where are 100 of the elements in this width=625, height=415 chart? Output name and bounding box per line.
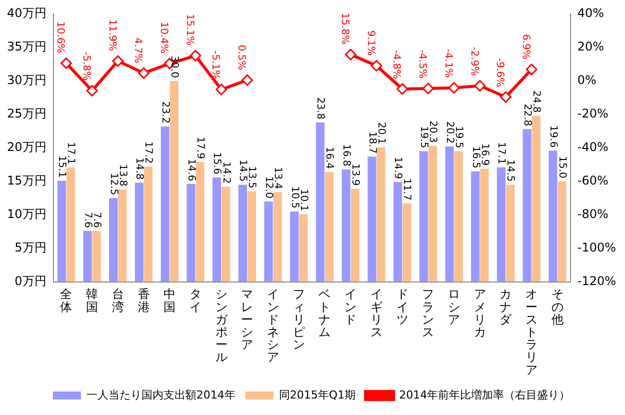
- bar: [428, 146, 437, 282]
- data-label: 9.1%: [364, 30, 376, 56]
- data-label: 14.6: [185, 158, 196, 182]
- data-label: 14.5: [237, 159, 248, 182]
- bar: [264, 201, 273, 282]
- bar: [222, 186, 230, 282]
- x-tick-label: 香港: [138, 287, 150, 314]
- data-label: 12.5: [108, 172, 119, 196]
- data-label: 12.0: [262, 176, 274, 198]
- data-label: 14.8: [134, 157, 145, 180]
- data-label: 18.7: [366, 131, 378, 154]
- bar: [506, 184, 515, 282]
- data-label: -5.8%: [80, 52, 92, 81]
- point: [344, 48, 356, 60]
- data-label: 7.6: [82, 212, 93, 228]
- y-tick-label: 35万円: [6, 40, 46, 54]
- data-label: -2.9%: [468, 46, 480, 76]
- bar: [186, 184, 196, 282]
- bar: [290, 212, 299, 282]
- y2-tick-label: -60%: [577, 174, 608, 188]
- data-label: -4.1%: [442, 48, 454, 78]
- bar: [368, 156, 376, 282]
- data-label: 15.0: [556, 156, 568, 178]
- point: [86, 84, 98, 96]
- bar: [548, 150, 558, 282]
- x-tick-label: 中国: [164, 287, 176, 314]
- bar: [57, 180, 66, 282]
- y-tick-label: 15万円: [6, 174, 46, 188]
- y2-tick-label: -40%: [577, 140, 608, 154]
- point: [422, 82, 434, 94]
- y2-tick-label: -120%: [577, 274, 616, 288]
- x-tick-label: フィリピン: [292, 287, 305, 352]
- data-label: -9.6%: [494, 58, 506, 88]
- bar: [532, 116, 540, 282]
- bar: [92, 230, 101, 282]
- x-tick-label: シンガポール: [215, 287, 228, 364]
- y-tick-label: 0万円: [14, 274, 46, 288]
- bar: [109, 198, 118, 282]
- bar: [299, 214, 308, 282]
- data-label: 19.5: [418, 126, 430, 148]
- data-label: 15.1: [56, 155, 68, 178]
- bar: [212, 177, 222, 282]
- data-label: 11.9%: [106, 19, 118, 52]
- data-label: 16.8: [340, 144, 352, 166]
- point: [138, 67, 150, 79]
- data-label: 14.5: [504, 159, 516, 182]
- bar: [118, 189, 127, 282]
- data-label: 16.4: [324, 146, 335, 169]
- bar: [273, 192, 282, 282]
- bar: [480, 168, 489, 282]
- data-label: 30.0: [168, 56, 180, 78]
- y2-tick-label: -80%: [577, 206, 608, 221]
- point: [241, 74, 253, 86]
- bar: [134, 182, 144, 282]
- y2-tick-label: 0%: [577, 73, 596, 88]
- data-label: 13.9: [350, 163, 361, 186]
- data-label: 10.6%: [54, 21, 66, 54]
- x-tick-label: その他: [551, 287, 564, 326]
- bar: [558, 181, 566, 282]
- data-label: 23.8: [314, 97, 326, 120]
- x-tick-label: オーストラリア: [526, 287, 538, 377]
- data-label: 19.6: [547, 125, 558, 148]
- bar: [376, 147, 386, 282]
- bar: [83, 230, 92, 282]
- point: [474, 80, 486, 92]
- data-label: 15.6: [211, 152, 222, 174]
- bar: [393, 182, 402, 282]
- bar: [471, 171, 480, 282]
- point: [448, 82, 460, 94]
- data-label: 23.2: [159, 101, 170, 124]
- y2-tick-label: 20%: [577, 40, 604, 54]
- data-label: 4.7%: [132, 38, 144, 64]
- x-tick-label: ドイツ: [396, 287, 408, 326]
- data-label: 22.8: [521, 104, 532, 126]
- data-label: 13.5: [246, 166, 258, 188]
- x-tick-label: マレーシア: [241, 287, 254, 352]
- bar: [454, 151, 463, 282]
- legend-label: 2014年前年比増加率（右目盛り）: [399, 388, 570, 402]
- data-label: 17.1: [65, 142, 76, 164]
- y2-tick-label: 40%: [577, 6, 604, 20]
- y-tick-label: 25万円: [6, 106, 46, 121]
- data-label: 15.8%: [339, 12, 350, 45]
- data-label: -4.8%: [390, 50, 402, 79]
- x-tick-label: アメリカ: [474, 287, 486, 340]
- data-label: 17.1: [496, 142, 507, 164]
- data-label: 15.1%: [184, 14, 195, 46]
- x-tick-label: ロシア: [448, 287, 460, 326]
- data-label: 10.5: [288, 186, 300, 209]
- bar: [316, 122, 325, 282]
- x-tick-label: カナダ: [500, 287, 513, 326]
- x-tick-label: ベトナム: [318, 287, 331, 340]
- bar: [160, 126, 170, 282]
- y-tick-label: 5万円: [14, 240, 46, 254]
- y2-tick-label: -20%: [577, 106, 608, 121]
- bar: [66, 167, 76, 282]
- point: [526, 64, 538, 76]
- bar: [342, 169, 350, 282]
- bar: [419, 151, 428, 282]
- x-tick-label: インドネシア: [267, 287, 280, 364]
- x-tick-label: 韓国: [86, 287, 98, 314]
